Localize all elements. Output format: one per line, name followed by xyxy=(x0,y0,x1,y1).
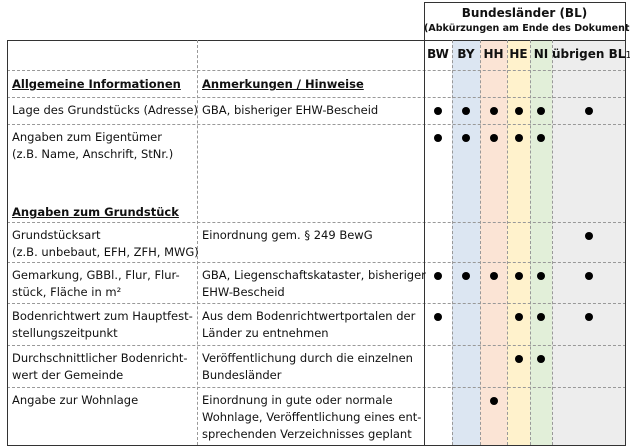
check-dot xyxy=(537,134,545,142)
column-bg xyxy=(424,40,452,445)
check-dot xyxy=(489,397,498,405)
row-line xyxy=(7,303,626,304)
check-dot xyxy=(434,272,442,280)
check-dot xyxy=(514,355,523,363)
column-label: HH xyxy=(483,47,504,61)
column-label: übrigen BL xyxy=(552,47,626,61)
row-note: Aus dem Bodenrichtwertportalen der xyxy=(202,309,416,323)
row-line xyxy=(7,97,626,98)
column-bg xyxy=(452,40,480,445)
check-dot xyxy=(584,107,593,115)
row-label: Grundstücksart xyxy=(12,228,101,242)
check-dot xyxy=(537,272,545,280)
column-header: NI xyxy=(530,46,552,63)
row-note: GBA, Liegenschaftskataster, bisheriger xyxy=(202,268,426,282)
row-label: stellungszeitpunkt xyxy=(12,326,118,340)
section-heading: Anmerkungen / Hinweise xyxy=(202,77,364,91)
check-dot xyxy=(584,232,593,240)
row-line xyxy=(7,124,626,125)
footnote-mark: 1 xyxy=(625,50,630,61)
column-bg xyxy=(552,40,625,445)
row-line xyxy=(7,262,626,263)
column-header: HE xyxy=(507,46,530,63)
row-label: (z.B. Name, Anschrift, StNr.) xyxy=(12,147,174,161)
check-dot xyxy=(434,313,442,321)
col-line xyxy=(507,40,508,445)
column-bg xyxy=(530,40,552,445)
column-label: BW xyxy=(427,47,449,61)
row-line xyxy=(7,222,626,223)
column-bg xyxy=(480,40,507,445)
check-dot xyxy=(434,107,442,115)
section-heading: Allgemeine Informationen xyxy=(12,77,181,91)
col-line xyxy=(625,40,626,445)
row-label: Gemarkung, GBBl., Flur, Flur- xyxy=(12,268,180,282)
row-label: Angabe zur Wohnlage xyxy=(12,393,139,407)
row-note: Bundesländer xyxy=(202,368,282,382)
column-header: übrigen BL1 xyxy=(552,46,630,64)
row-note: Veröffentlichung durch die einzelnen xyxy=(202,351,413,365)
row-label: (z.B. unbebaut, EFH, ZFH, MWG) xyxy=(12,245,199,259)
col-line xyxy=(480,40,481,445)
column-header: HH xyxy=(480,46,507,63)
col-line xyxy=(7,40,8,445)
row-note: EHW-Bescheid xyxy=(202,285,285,299)
col-line xyxy=(452,40,453,445)
column-label: BY xyxy=(457,47,475,61)
row-label: Lage des Grundstücks (Adresse) xyxy=(12,103,198,117)
col-line xyxy=(530,40,531,445)
check-dot xyxy=(537,107,545,115)
col-line xyxy=(197,40,198,445)
check-dot xyxy=(514,134,523,142)
row-line xyxy=(7,387,626,388)
check-dot xyxy=(489,107,498,115)
check-dot xyxy=(537,313,545,321)
column-header: BY xyxy=(452,46,480,63)
check-dot xyxy=(584,272,593,280)
col-line xyxy=(552,40,553,445)
check-dot xyxy=(462,134,470,142)
row-label: stück, Fläche in m² xyxy=(12,285,122,299)
column-label: HE xyxy=(509,47,528,61)
row-note: GBA, bisheriger EHW-Bescheid xyxy=(202,103,379,117)
row-note: Länder zu entnehmen xyxy=(202,326,329,340)
row-note: Einordnung in gute oder normale xyxy=(202,393,393,407)
check-dot xyxy=(514,272,523,280)
row-label: Durchschnittlicher Bodenricht- xyxy=(12,351,188,365)
row-line xyxy=(7,345,626,346)
row-line xyxy=(7,70,626,71)
header-title: Bundesländer (BL) xyxy=(461,6,588,20)
row-note: sprechenden Verzeichnisses geplant xyxy=(202,427,412,441)
section-heading: Angaben zum Grundstück xyxy=(12,205,179,219)
check-dot xyxy=(489,134,498,142)
row-label: wert der Gemeinde xyxy=(12,368,124,382)
column-label: NI xyxy=(533,47,549,61)
column-bg xyxy=(507,40,530,445)
check-dot xyxy=(514,107,523,115)
check-dot xyxy=(489,272,498,280)
header-subtitle: (Abkürzungen am Ende des Dokuments) xyxy=(424,23,630,34)
check-dot xyxy=(584,313,593,321)
column-header: BW xyxy=(424,46,452,63)
check-dot xyxy=(514,313,523,321)
row-note: Wohnlage, Veröffentlichung eines ent- xyxy=(202,410,422,424)
row-line xyxy=(7,445,626,446)
check-dot xyxy=(462,272,470,280)
row-label: Angaben zum Eigentümer xyxy=(12,130,162,144)
row-label: Bodenrichtwert zum Hauptfest- xyxy=(12,309,193,323)
col-line xyxy=(424,40,425,445)
check-dot xyxy=(537,355,545,363)
check-dot xyxy=(434,134,442,142)
check-dot xyxy=(462,107,470,115)
row-note: Einordnung gem. § 249 BewG xyxy=(202,228,373,242)
row-line xyxy=(7,40,626,41)
